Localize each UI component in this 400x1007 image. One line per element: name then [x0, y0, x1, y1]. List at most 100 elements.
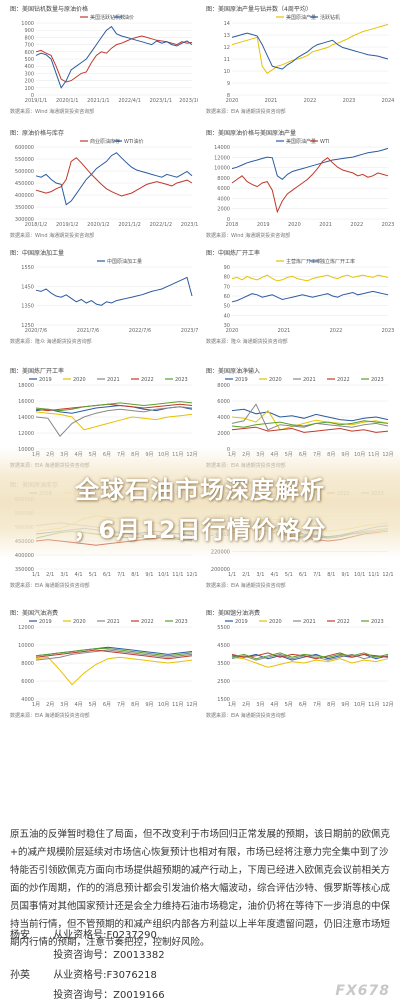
legend-label: 2022: [337, 619, 350, 625]
chart-source: 数据来源：Wind 海通期货投资咨询部: [10, 233, 95, 239]
x-tick-label: 8月: [131, 702, 139, 708]
series-line: [231, 32, 389, 70]
series-line: [231, 420, 389, 428]
x-tick-label: 7月: [117, 702, 125, 708]
legend-label: 2020: [73, 377, 86, 383]
y-tick-label: 900: [24, 28, 34, 34]
legend-label: WTI: [320, 139, 329, 145]
chart-panel: 图：美国汽油消费 2019 2020 2021 2022 2023 12000 10000 80…: [10, 608, 198, 720]
series-line: [231, 656, 389, 668]
headline-line-1: 全球石油市场深度解析: [75, 476, 325, 504]
legend-label: 2019: [39, 619, 52, 625]
y-tick-label: 2500: [217, 679, 230, 685]
series-line: [231, 653, 389, 661]
legend-label: 2020: [269, 377, 282, 383]
line-chart: 20192020202120222023800060004000200001月2…: [217, 377, 393, 458]
y-tick-label: 350000: [15, 567, 34, 573]
x-tick-label: 2019/1/1: [25, 98, 47, 104]
series-line: [35, 152, 193, 206]
y-tick-label: 8000: [21, 661, 34, 667]
series-line: [35, 401, 193, 412]
series-line: [35, 648, 193, 657]
y-tick-label: 3500: [217, 661, 230, 667]
x-tick-label: 11月: [172, 702, 183, 708]
chart-panel: 图：中国炼厂开工率 主营炼厂开工率 独立炼厂开工率 90 80 70 60 50 40 30 202…: [206, 248, 394, 346]
line-chart: 2019 2020 2021 2022 2023 12000 10000 8000 6000 40…: [18, 619, 198, 708]
analyst-license: 投资咨询号：Z0019166: [53, 990, 165, 1001]
x-tick-label: 2020: [288, 222, 301, 228]
x-tick-label: 2018/1/2: [25, 222, 47, 228]
y-tick-label: 1450: [21, 284, 34, 290]
y-tick-label: 350000: [15, 205, 34, 211]
y-tick-label: 300000: [15, 217, 34, 223]
analyst-name: 孙英: [10, 970, 30, 981]
chart-panel: 图：美国原油价格与美国原油产量 美国原油产量 WTI 14000 12000 10000 8…: [206, 128, 394, 240]
x-tick-label: 9/1: [341, 572, 349, 578]
y-tick-label: 4500: [217, 643, 230, 649]
series-line: [35, 656, 193, 686]
x-tick-label: 8月: [327, 702, 335, 708]
x-tick-label: 5/1: [285, 572, 293, 578]
y-tick-label: 8000: [217, 383, 230, 389]
legend-label: WTI油价: [124, 138, 143, 145]
y-tick-label: 500: [24, 57, 34, 63]
x-tick-label: 2/1: [46, 572, 54, 578]
x-tick-label: 1月: [32, 702, 40, 708]
x-tick-label: 3/1: [60, 572, 68, 578]
legend-label: 2022: [337, 377, 350, 383]
analyst-license: 从业资格号:F0237290: [53, 930, 157, 941]
legend-label: 2019: [235, 377, 248, 383]
x-tick-label: 6/1: [103, 572, 111, 578]
y-tick-label: 2000: [217, 207, 230, 213]
y-tick-label: 500000: [15, 169, 34, 175]
legend-label: 油价: [124, 14, 134, 21]
x-tick-label: 4/1: [75, 572, 83, 578]
x-tick-label: 2019/1/2: [56, 222, 78, 228]
y-tick-label: 50: [224, 304, 230, 310]
x-tick-label: 2023/10/1: [179, 98, 198, 104]
chart-source: 数据来源：Wind 海通期货投资咨询部: [10, 109, 95, 115]
legend-label: 2021: [303, 377, 316, 383]
x-tick-label: 11月: [368, 702, 379, 708]
x-tick-label: 8/1: [327, 572, 335, 578]
x-tick-label: 10月: [354, 702, 365, 708]
chart-title: 图：美国原油净输入: [206, 368, 261, 375]
y-tick-label: 16000: [18, 399, 34, 405]
legend-label: 2020: [73, 619, 86, 625]
series-line: [231, 274, 389, 282]
y-tick-label: 14000: [214, 145, 230, 151]
y-tick-label: 4000: [217, 415, 230, 421]
x-tick-label: 5月: [89, 702, 97, 708]
y-tick-label: 8: [227, 93, 230, 99]
x-tick-label: 7/1: [313, 572, 321, 578]
headline-line-2: ，6月12日行情价格分: [73, 516, 327, 544]
chart-source: 数据来源：EIA 海通期货投资咨询部: [206, 583, 286, 589]
x-tick-label: 7/1: [117, 572, 125, 578]
x-tick-label: 2023: [382, 222, 394, 228]
y-tick-label: 11: [224, 57, 230, 63]
y-tick-label: 600: [24, 50, 34, 56]
y-tick-label: 14000: [18, 415, 34, 421]
series-line: [35, 649, 193, 661]
x-tick-label: 3月: [256, 702, 264, 708]
chart-title: 图：美国原油价格与美国原油产量: [206, 130, 297, 137]
y-tick-label: 200000: [211, 567, 230, 573]
x-tick-label: 2023: [343, 98, 356, 104]
x-tick-label: 9/1: [145, 572, 153, 578]
legend-label: 2022: [141, 619, 154, 625]
chart-source: 数据来源：EIA 海通期货投资咨询部: [206, 713, 286, 719]
y-tick-label: 70: [224, 284, 230, 290]
chart-panel: 图：美国馏分油消费 2019 2020 2021 2022 2023 5500 4500 350…: [206, 608, 394, 720]
legend-label: 活跃钻机: [320, 14, 340, 21]
y-tick-label: 300: [24, 71, 34, 77]
x-tick-label: 12月: [186, 702, 197, 708]
x-tick-label: 2021/1/2: [118, 222, 140, 228]
legend-label: 2021: [107, 619, 120, 625]
y-tick-label: 6000: [217, 186, 230, 192]
series-line: [231, 157, 389, 214]
series-line: [231, 652, 389, 660]
series-line: [231, 652, 389, 660]
y-tick-label: 2000: [217, 431, 230, 437]
x-tick-label: 1月: [228, 702, 236, 708]
